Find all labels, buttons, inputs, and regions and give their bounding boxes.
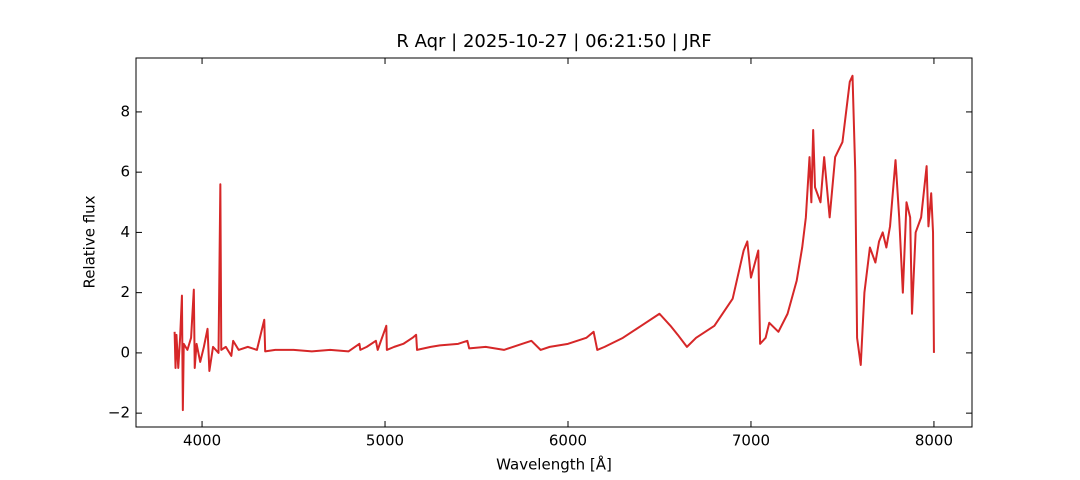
chart-title: R Aqr | 2025-10-27 | 06:21:50 | JRF xyxy=(396,31,711,52)
y-tick-label: −2 xyxy=(108,404,130,422)
x-tick-label: 6000 xyxy=(549,432,587,450)
spectrum-line xyxy=(173,74,935,412)
y-axis-label: Relative flux xyxy=(81,195,99,288)
x-axis-label: Wavelength [Å] xyxy=(496,455,612,474)
x-tick-label: 5000 xyxy=(366,432,404,450)
y-tick-label: 8 xyxy=(120,102,130,120)
y-tick-label: 0 xyxy=(120,343,130,361)
y-tick-label: 4 xyxy=(120,223,130,241)
x-tick-label: 4000 xyxy=(183,432,221,450)
x-tick-label: 7000 xyxy=(732,432,770,450)
x-tick-label: 8000 xyxy=(915,432,953,450)
y-tick-label: 2 xyxy=(120,283,130,301)
plot-frame xyxy=(135,57,973,428)
y-tick-label: 6 xyxy=(120,163,130,181)
